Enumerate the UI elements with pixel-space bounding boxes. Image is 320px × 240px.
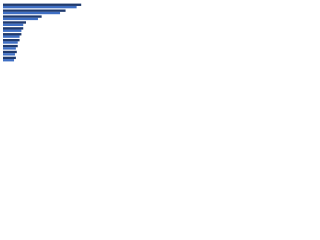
- bar: [3, 11, 61, 15]
- bar: [3, 41, 18, 44]
- bar: [3, 27, 24, 30]
- bar: [3, 50, 17, 54]
- chart: [3, 3, 82, 62]
- bar: [3, 21, 26, 24]
- bar: [3, 59, 15, 62]
- bar: [3, 15, 42, 18]
- bar: [3, 23, 24, 27]
- page: (() => { const data = JSON.parse(documen…: [0, 0, 320, 71]
- bar: [3, 56, 16, 60]
- bar: [3, 17, 38, 21]
- bar: [3, 3, 82, 6]
- bar: [3, 35, 20, 38]
- bar: [3, 33, 22, 36]
- bar: [3, 9, 66, 12]
- bar: [3, 53, 15, 56]
- bar: [3, 44, 18, 48]
- bar: [3, 29, 22, 32]
- bar: [3, 38, 20, 42]
- bar: [3, 5, 77, 9]
- bar: [3, 47, 16, 50]
